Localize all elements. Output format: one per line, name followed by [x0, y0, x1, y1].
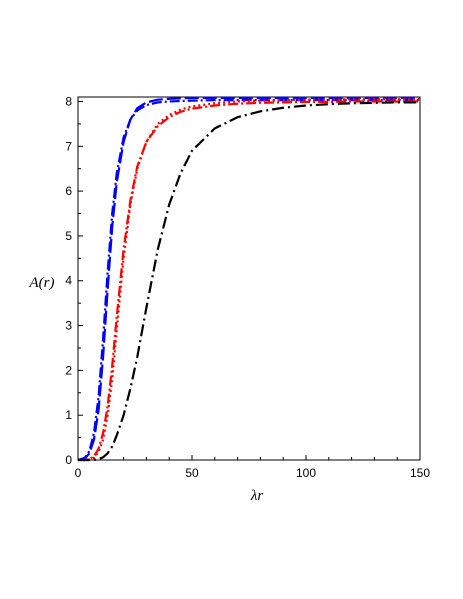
- y-tick-label-7: 7: [65, 139, 72, 153]
- series-layer: [77, 96, 420, 462]
- x-axis: 0 50 100 150: [75, 455, 430, 480]
- y-tick-label-0: 0: [65, 453, 72, 467]
- y-tick-label-6: 6: [65, 184, 72, 198]
- series-line-2: [77, 96, 420, 462]
- y-tick-label-2: 2: [65, 363, 72, 377]
- y-tick-label-5: 5: [65, 229, 72, 243]
- series-line-5: [78, 101, 420, 462]
- y-tick-label-1: 1: [65, 408, 72, 422]
- y-axis: 0 1 2 3 4 5 6 7 8: [65, 94, 83, 467]
- x-tick-label-0: 0: [75, 466, 82, 480]
- y-tick-label-8: 8: [65, 94, 72, 108]
- series-line-1: [77, 99, 420, 462]
- y-axis-title: A(r): [29, 275, 55, 291]
- x-axis-title: λr: [250, 488, 263, 504]
- y-tick-label-3: 3: [65, 319, 72, 333]
- x-tick-label-150: 150: [410, 466, 430, 480]
- x-tick-label-50: 50: [185, 466, 199, 480]
- y-tick-label-4: 4: [65, 274, 72, 288]
- series-line-3: [78, 100, 420, 462]
- x-tick-label-100: 100: [296, 466, 316, 480]
